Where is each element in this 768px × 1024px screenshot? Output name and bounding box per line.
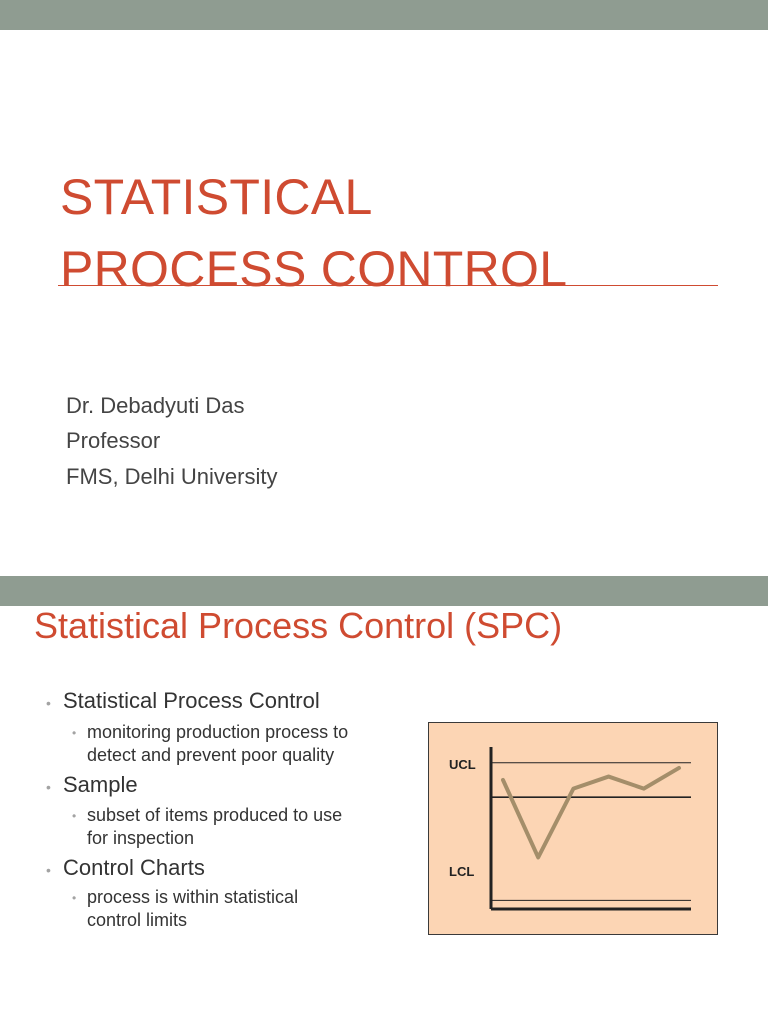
spc-slide: Statistical Process Control (SPC) • Stat… — [0, 576, 768, 1024]
title-underline — [58, 285, 718, 286]
title-line-2: PROCESS CONTROL — [60, 241, 568, 297]
control-chart-svg: UCL LCL — [449, 747, 691, 911]
bullet-dot: • — [46, 862, 51, 878]
bullet-dot: • — [72, 726, 77, 740]
slide-header-bar — [0, 0, 768, 30]
title-slide: STATISTICAL PROCESS CONTROL Dr. Debadyut… — [0, 0, 768, 489]
bullet-dot: • — [46, 695, 51, 711]
title-line-1: STATISTICAL — [60, 169, 373, 225]
control-chart: UCL LCL — [428, 722, 718, 935]
author-affiliation: FMS, Delhi University — [66, 464, 278, 489]
slide-title: Statistical Process Control (SPC) — [34, 605, 563, 646]
lcl-label: LCL — [449, 864, 474, 879]
ucl-label: UCL — [449, 757, 476, 772]
bullet-dot: • — [72, 891, 77, 905]
bullet-dot: • — [46, 779, 51, 795]
author-name: Dr. Debadyuti Das — [66, 393, 245, 418]
slide-header-bar — [0, 576, 768, 606]
process-series-line — [501, 765, 681, 860]
bullet-dot: • — [72, 809, 77, 823]
author-role: Professor — [66, 428, 161, 453]
